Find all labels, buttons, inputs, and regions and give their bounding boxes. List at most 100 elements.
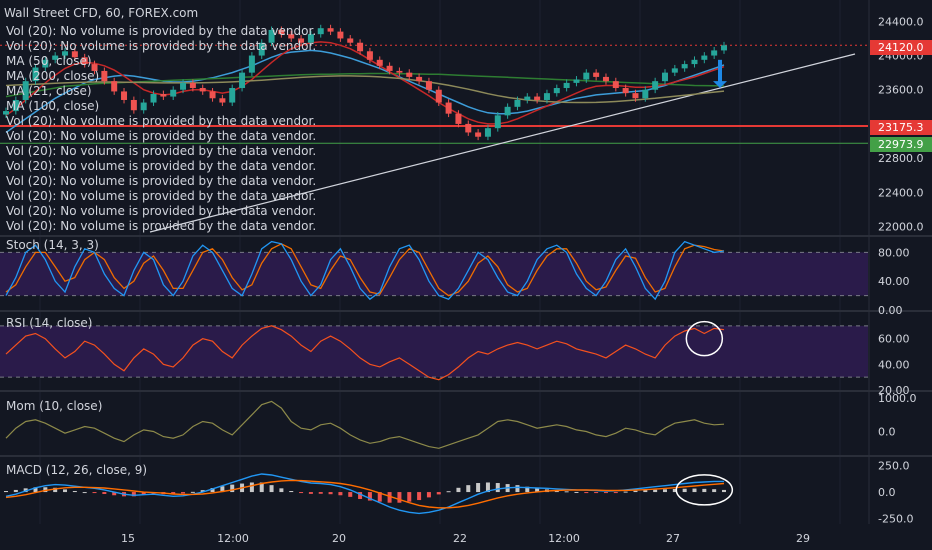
candle-body: [150, 94, 157, 103]
macd-histogram-bar: [662, 489, 667, 493]
x-tick-label: 27: [666, 532, 680, 545]
macd-histogram-bar: [259, 482, 264, 493]
stoch-pane[interactable]: [5, 240, 725, 301]
macd-histogram-bar: [613, 492, 618, 494]
candle-body: [366, 51, 373, 60]
candle-body: [111, 81, 118, 92]
candle-body: [652, 81, 659, 90]
ma21-line: [5, 41, 725, 125]
candle-body: [622, 88, 629, 94]
candle-body: [494, 115, 501, 129]
rsi-band: [0, 325, 868, 378]
macd-histogram-bar: [407, 492, 412, 502]
candle-body: [583, 72, 590, 80]
pane-separators: [0, 0, 932, 524]
candle-body: [189, 82, 196, 89]
macd-histogram-bar: [63, 489, 68, 493]
y-tick-label-stoch: 80.00: [878, 246, 910, 259]
candle-body: [268, 29, 275, 43]
macd-histogram-bar: [535, 488, 540, 493]
candle-body: [701, 55, 708, 60]
support-price-tag: 22973.9: [878, 138, 924, 151]
candle-body: [219, 98, 226, 103]
y-tick-label-rsi: 20.00: [878, 384, 910, 397]
candle-body: [62, 51, 69, 56]
y-tick-label-rsi: 60.00: [878, 333, 910, 346]
y-axis: 24400.024000.023600.023200.022800.022400…: [878, 15, 924, 525]
macd-histogram-bar: [367, 492, 372, 501]
y-tick-label-price: 23600.0: [878, 84, 924, 97]
macd-histogram-bar: [318, 492, 323, 494]
indicator-legend-line: Vol (20): No volume is provided by the d…: [6, 219, 316, 233]
indicator-legend-line: MA (100, close): [6, 99, 99, 113]
y-tick-label-macd: -250.0: [878, 513, 913, 526]
macd-histogram-bar: [387, 492, 392, 503]
candle-body: [425, 81, 432, 90]
y-tick-label-price: 24400.0: [878, 15, 924, 28]
candle-body: [3, 111, 9, 115]
macd-pane[interactable]: [4, 473, 734, 515]
macd-histogram-bar: [712, 489, 717, 493]
candle-body: [445, 102, 452, 114]
macd-histogram-bar: [397, 492, 402, 503]
macd-histogram-bar: [308, 492, 313, 494]
macd-histogram-bar: [102, 492, 107, 494]
candle-body: [671, 68, 678, 73]
y-tick-label-stoch: 0.00: [878, 304, 903, 317]
macd-histogram-bar: [426, 492, 431, 498]
indicator-legend-line: Vol (20): No volume is provided by the d…: [6, 144, 316, 158]
candle-body: [543, 93, 550, 100]
x-tick-label: 29: [796, 532, 810, 545]
indicator-legend-line: Vol (20): No volume is provided by the d…: [6, 159, 316, 173]
x-tick-label: 12:00: [548, 532, 580, 545]
macd-histogram-bar: [190, 491, 195, 493]
candle-body: [22, 81, 29, 100]
candle-body: [386, 65, 393, 71]
macd-histogram-bar: [289, 491, 294, 493]
candle-body: [248, 55, 255, 73]
candle-body: [504, 106, 511, 116]
candle-body: [229, 88, 236, 103]
indicator-legend-line: MA (21, close): [6, 84, 92, 98]
x-tick-label: 12:00: [217, 532, 249, 545]
macd-histogram-bar: [466, 485, 471, 493]
candle-body: [376, 59, 383, 66]
macd-histogram-bar: [328, 492, 333, 495]
macd-histogram-bar: [358, 492, 363, 499]
candle-body: [435, 89, 442, 103]
candle-body: [42, 59, 49, 68]
candle-body: [396, 70, 403, 73]
macd-highlight-circle: [675, 474, 734, 506]
ma50-line: [5, 49, 725, 134]
macd-histogram-bar: [456, 487, 461, 493]
indicator-legend-line: Vol (20): No volume is provided by the d…: [6, 189, 316, 203]
candle-body: [534, 96, 541, 100]
macd-histogram-bar: [171, 492, 176, 495]
candle-body: [721, 45, 727, 51]
stoch-k-line: [5, 240, 725, 301]
mom-pane[interactable]: [5, 400, 725, 449]
ma100-line: [5, 75, 725, 104]
macd-histogram-bar: [525, 486, 530, 493]
macd-histogram-bar: [348, 492, 353, 497]
x-tick-label: 20: [332, 532, 346, 545]
indicator-legend-line: Vol (20): No volume is provided by the d…: [6, 24, 316, 38]
candle-body: [130, 99, 137, 111]
candle-body: [406, 72, 413, 77]
macd-histogram-bar: [4, 491, 8, 493]
macd-histogram-bar: [564, 491, 569, 493]
support-tag-bg: [870, 137, 932, 152]
candle-body: [52, 55, 59, 60]
macd-histogram-bar: [230, 484, 235, 493]
macd-histogram-bar: [377, 492, 382, 502]
rsi-pane[interactable]: [5, 320, 725, 381]
candle-body: [209, 91, 216, 99]
candle-body: [573, 79, 580, 83]
candle-body: [239, 72, 246, 89]
macd-histogram-bar: [92, 492, 97, 494]
macd-histogram-bar: [515, 485, 520, 493]
candle-body: [632, 93, 639, 99]
macd-histogram-bar: [181, 492, 186, 494]
price-pane[interactable]: [0, 24, 868, 233]
